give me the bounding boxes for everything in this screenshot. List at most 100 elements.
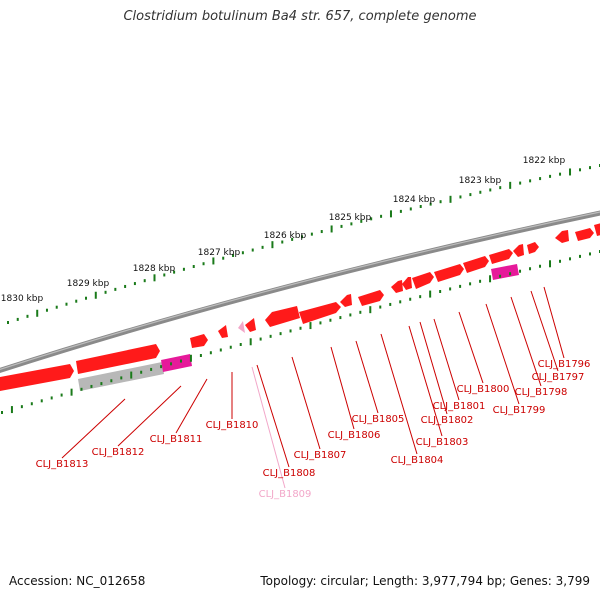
gene-labels[interactable]: CLJ_B1796 CLJ_B1797 CLJ_B1798 CLJ_B1799 CLJ_… bbox=[36, 359, 591, 500]
rna-feature[interactable] bbox=[491, 264, 519, 280]
minor-tick bbox=[589, 252, 592, 256]
minor-tick bbox=[60, 393, 63, 397]
major-tick bbox=[369, 306, 372, 314]
major-tick bbox=[509, 181, 512, 189]
minor-tick bbox=[50, 396, 53, 400]
pseudogene-arrow[interactable] bbox=[238, 321, 245, 333]
gene-arrow[interactable] bbox=[412, 272, 434, 289]
major-tick bbox=[130, 371, 133, 379]
gene-arrow[interactable] bbox=[594, 222, 600, 236]
scale-tick-label: 1824 kbp bbox=[393, 195, 436, 205]
gene-label[interactable]: CLJ_B1806 bbox=[328, 430, 381, 441]
gene-arrow[interactable] bbox=[76, 344, 160, 374]
gene-label[interactable]: CLJ_B1800 bbox=[457, 384, 510, 395]
scale-tick-label: 1822 kbp bbox=[523, 156, 566, 166]
minor-tick bbox=[389, 302, 392, 306]
minor-tick bbox=[539, 177, 542, 181]
gene-arrow[interactable] bbox=[402, 277, 412, 290]
minor-tick bbox=[199, 354, 202, 357]
label-leader-line bbox=[485, 303, 520, 405]
gene-label[interactable]: CLJ_B1804 bbox=[391, 455, 444, 466]
minor-tick bbox=[439, 290, 442, 293]
gene-arrow[interactable] bbox=[434, 264, 464, 282]
minor-tick bbox=[182, 267, 185, 271]
gene-arrow[interactable] bbox=[463, 256, 489, 273]
minor-tick bbox=[409, 207, 412, 211]
minor-tick bbox=[269, 334, 272, 338]
minor-tick bbox=[133, 282, 136, 286]
gene-arrow[interactable] bbox=[575, 228, 594, 241]
label-leader-line bbox=[380, 333, 418, 455]
major-tick bbox=[249, 338, 252, 346]
gene-label[interactable]: CLJ_B1813 bbox=[36, 459, 89, 470]
genome-title: Clostridium botulinum Ba4 str. 657, comp… bbox=[123, 9, 477, 24]
minor-tick bbox=[20, 405, 23, 409]
gene-arrow[interactable] bbox=[358, 290, 384, 306]
gene-arrow[interactable] bbox=[245, 318, 256, 332]
gene-arrow[interactable] bbox=[489, 249, 513, 264]
minor-tick bbox=[359, 310, 362, 314]
gene-label[interactable]: CLJ_B1810 bbox=[206, 420, 259, 431]
gene-features[interactable] bbox=[0, 222, 600, 391]
gene-label[interactable]: CLJ_B1807 bbox=[294, 450, 347, 461]
gene-arrow[interactable] bbox=[340, 294, 352, 307]
minor-tick bbox=[202, 262, 205, 266]
major-tick bbox=[36, 309, 39, 317]
minor-tick bbox=[163, 273, 166, 277]
major-tick bbox=[70, 388, 73, 396]
gene-label[interactable]: CLJ_B1811 bbox=[150, 434, 203, 445]
gene-arrow[interactable] bbox=[527, 242, 539, 254]
minor-tick bbox=[579, 254, 582, 258]
gene-label[interactable]: CLJ_B1802 bbox=[421, 415, 474, 426]
minor-tick bbox=[419, 295, 422, 299]
gene-label[interactable]: CLJ_B1812 bbox=[92, 447, 145, 458]
gene-arrow[interactable] bbox=[265, 306, 300, 327]
scale-tick-label: 1830 kbp bbox=[1, 294, 44, 304]
major-tick bbox=[153, 274, 156, 282]
gene-label[interactable]: CLJ_B1798 bbox=[515, 387, 568, 398]
minor-tick bbox=[229, 345, 232, 349]
minor-tick bbox=[549, 174, 552, 178]
scale-tick-label: 1825 kbp bbox=[329, 213, 372, 223]
gene-label[interactable]: CLJ_B1799 bbox=[493, 405, 546, 416]
minor-tick bbox=[319, 321, 322, 325]
minor-tick bbox=[124, 284, 127, 288]
gene-label[interactable]: CLJ_B1808 bbox=[263, 468, 316, 479]
gene-label[interactable]: CLJ_B1796 bbox=[538, 359, 591, 370]
gene-arrow[interactable] bbox=[299, 302, 341, 324]
minor-tick bbox=[429, 202, 432, 206]
minor-tick bbox=[399, 300, 402, 304]
major-tick bbox=[10, 406, 13, 414]
label-leader-line bbox=[175, 378, 208, 434]
minor-tick bbox=[409, 297, 412, 301]
rna-feature[interactable] bbox=[161, 354, 192, 372]
gene-label[interactable]: CLJ_B1797 bbox=[532, 372, 585, 383]
gene-arrow[interactable] bbox=[391, 280, 403, 293]
minor-tick bbox=[529, 267, 532, 271]
gene-arrow[interactable] bbox=[513, 244, 524, 257]
gene-label[interactable]: CLJ_B1801 bbox=[433, 401, 486, 412]
major-tick bbox=[309, 322, 312, 330]
minor-tick bbox=[241, 251, 244, 255]
gene-arrow[interactable] bbox=[190, 334, 208, 348]
label-leader-line bbox=[251, 366, 286, 489]
minor-tick bbox=[104, 290, 107, 294]
minor-tick bbox=[499, 274, 502, 278]
minor-tick bbox=[559, 172, 562, 176]
minor-tick bbox=[239, 343, 242, 346]
minor-tick bbox=[85, 296, 88, 300]
gene-arrow[interactable] bbox=[555, 230, 569, 243]
scale-tick-label: 1828 kbp bbox=[133, 264, 176, 274]
major-tick bbox=[212, 257, 215, 265]
gene-arrow[interactable] bbox=[218, 325, 228, 338]
minor-tick bbox=[1, 411, 3, 414]
gene-label[interactable]: CLJ_B1805 bbox=[352, 414, 405, 425]
gene-arrow[interactable] bbox=[0, 364, 74, 391]
gene-label[interactable]: CLJ_B1803 bbox=[416, 437, 469, 448]
minor-tick bbox=[419, 205, 422, 209]
gene-label[interactable]: CLJ_B1809 bbox=[259, 489, 312, 500]
minor-tick bbox=[261, 245, 264, 249]
minor-tick bbox=[519, 269, 522, 273]
minor-tick bbox=[509, 272, 512, 276]
